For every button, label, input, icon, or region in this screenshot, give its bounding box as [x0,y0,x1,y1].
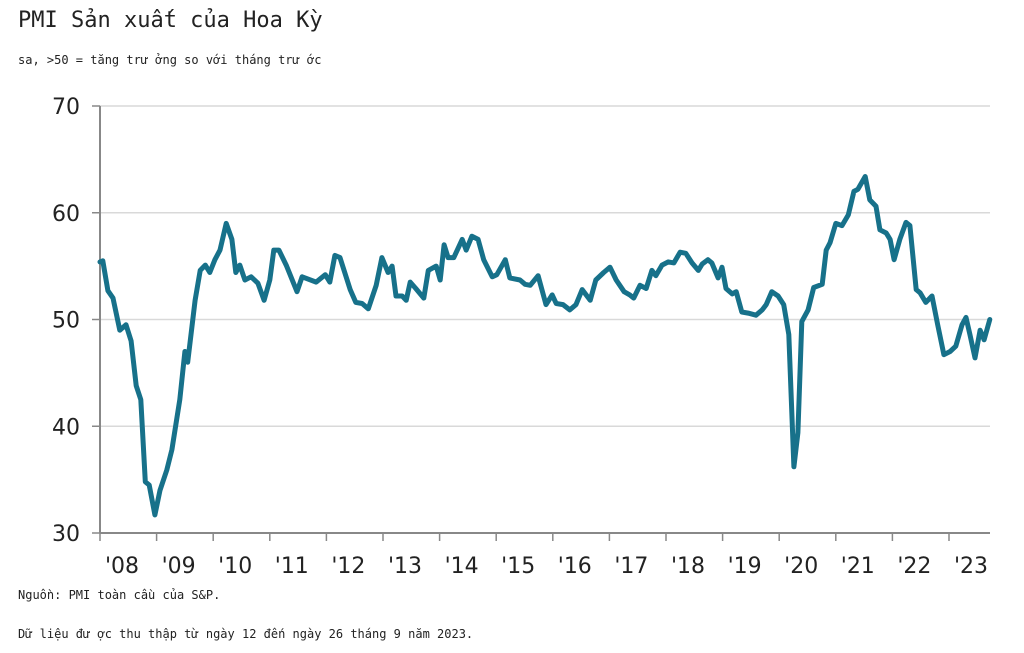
y-tick-label: 40 [52,415,80,440]
x-tick-label: '09 [162,554,196,579]
chart-title: PMI Sản xuất của Hoa Kỳ [18,8,323,33]
x-tick-label: '22 [897,554,931,579]
x-tick-label: '16 [558,554,592,579]
chart-subtitle: sa, >50 = tăng trư ởng so với tháng trư … [18,53,322,67]
x-tick-label: '11 [275,554,309,579]
x-tick-label: '18 [671,554,705,579]
x-tick-label: '17 [614,554,648,579]
x-tick-label: '23 [954,554,988,579]
y-tick-label: 50 [52,309,80,334]
y-tick-label: 60 [52,202,80,227]
y-tick-label: 30 [52,522,80,547]
data-collection-note: Dữ liệu đư ợc thu thập từ ngày 12 đến ng… [18,627,474,641]
x-tick-label: '10 [218,554,252,579]
x-tick-label: '19 [728,554,762,579]
x-tick-label: '21 [841,554,875,579]
pmi-series-line [97,174,993,518]
x-tick-label: '20 [784,554,818,579]
source-note: Nguồn: PMI toàn cầu của S&P. [18,588,221,602]
x-tick-label: '08 [105,554,139,579]
x-tick-label: '15 [501,554,535,579]
x-tick-label: '14 [445,554,479,579]
x-tick-label: '13 [388,554,422,579]
y-tick-label: 70 [52,95,80,120]
x-tick-label: '12 [331,554,365,579]
